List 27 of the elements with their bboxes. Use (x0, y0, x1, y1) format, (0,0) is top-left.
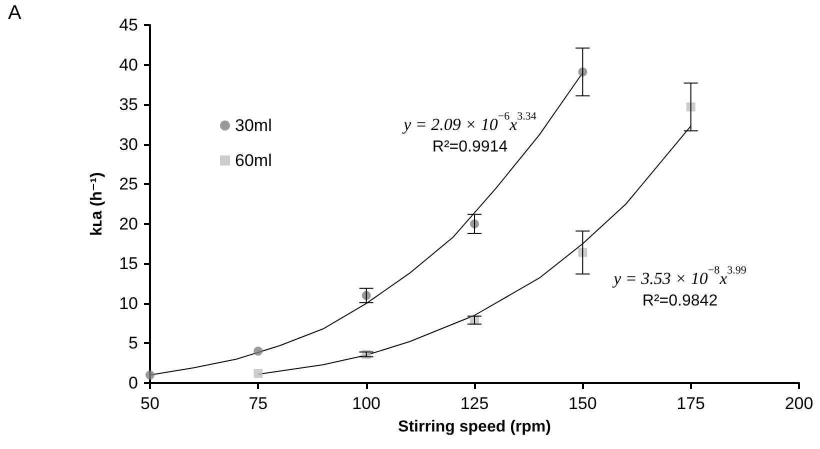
x-tick-label: 175 (676, 394, 706, 413)
x-tick-label: 125 (460, 394, 489, 413)
x-tick-label: 50 (140, 394, 160, 413)
y-tick-label: 30 (119, 134, 138, 154)
x-tick-label: 200 (784, 394, 814, 413)
y-tick-label: 25 (119, 174, 138, 194)
y-tick-label: 10 (119, 294, 138, 313)
y-tick-label: 0 (128, 374, 138, 392)
x-tick-label: 100 (352, 394, 381, 413)
y-axis-title: kʟa (h⁻¹) (88, 172, 106, 236)
y-tick-label: 20 (119, 214, 138, 234)
y-tick-label: 5 (128, 334, 138, 353)
annotation: R²=0.9914 (432, 138, 508, 156)
point (254, 346, 263, 356)
y-tick-label: 40 (119, 55, 138, 74)
text: A (8, 2, 22, 24)
x-tick-label: 150 (568, 394, 597, 413)
x-axis-title: Stirring speed (rpm) (398, 418, 551, 436)
y-tick-label: 15 (119, 254, 138, 274)
legend-label: 30ml (235, 116, 272, 135)
point (146, 370, 154, 380)
annotation: R²=0.9842 (642, 292, 718, 310)
legend-label: 60ml (235, 151, 272, 170)
point (254, 368, 263, 378)
y-tick-label: 45 (119, 16, 138, 34)
y-tick-label: 35 (119, 95, 138, 114)
x-tick-label: 75 (248, 394, 268, 413)
